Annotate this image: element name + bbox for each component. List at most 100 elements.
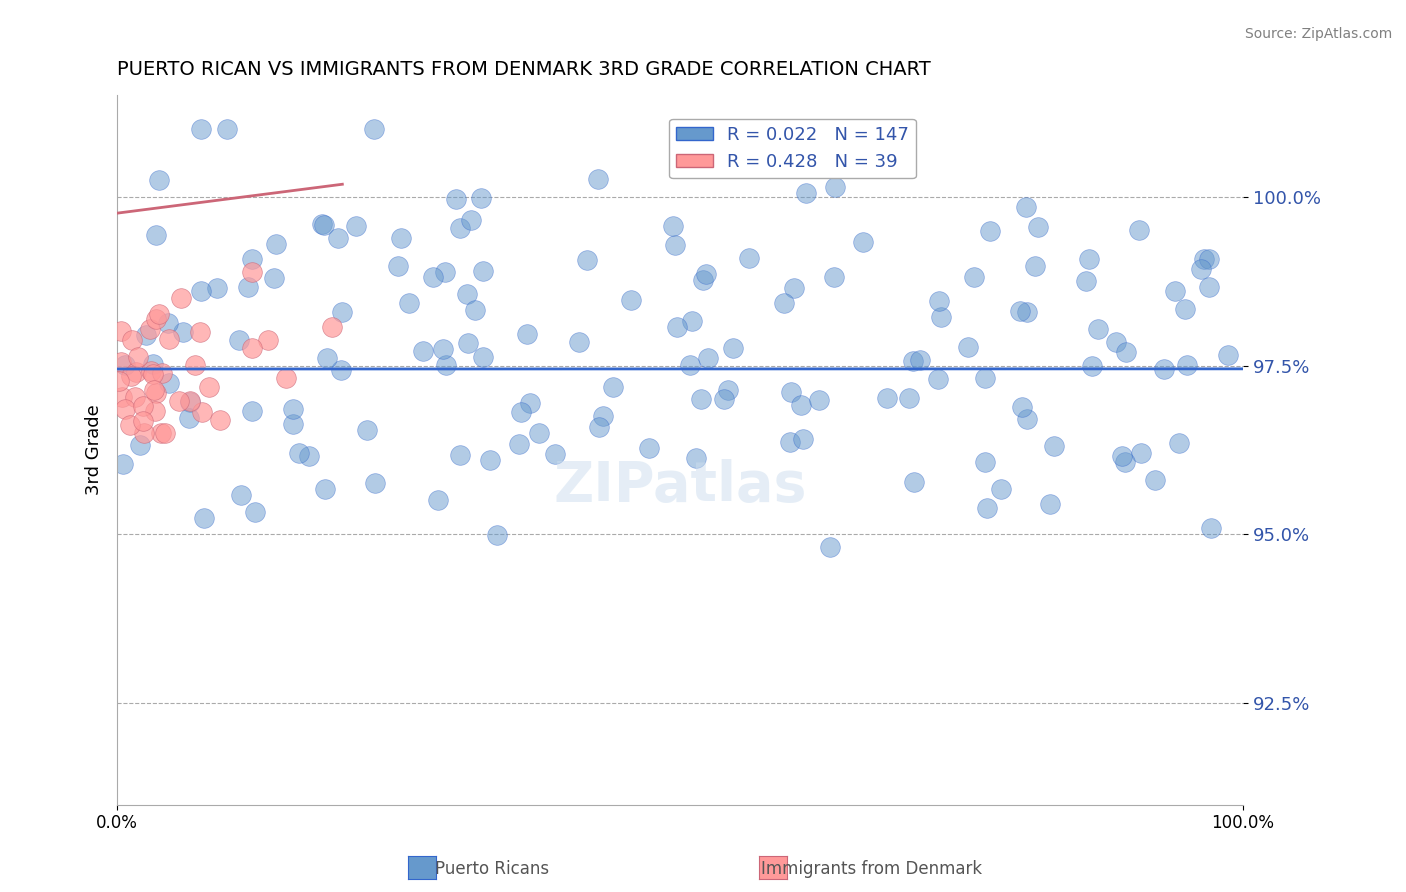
Point: [112, 457, 135, 471]
Point: [1177, 358, 1199, 372]
Point: [1111, 449, 1133, 463]
Text: Source: ZipAtlas.com: Source: ZipAtlas.com: [1244, 27, 1392, 41]
Point: [434, 358, 457, 372]
Point: [145, 386, 167, 401]
Point: [527, 425, 550, 440]
Point: [1010, 303, 1032, 318]
Point: [188, 325, 211, 339]
Point: [364, 475, 387, 490]
Point: [779, 434, 801, 449]
Point: [979, 224, 1001, 238]
Y-axis label: 3rd Grade: 3rd Grade: [86, 405, 103, 495]
Point: [316, 351, 339, 365]
Point: [449, 448, 471, 462]
Point: [157, 316, 180, 330]
Point: [509, 405, 531, 419]
Point: [398, 296, 420, 310]
Point: [792, 433, 814, 447]
Point: [576, 252, 599, 267]
Point: [157, 333, 180, 347]
Point: [179, 395, 201, 409]
Point: [298, 449, 321, 463]
Point: [695, 267, 717, 281]
Point: [1153, 362, 1175, 376]
Point: [190, 285, 212, 299]
Point: [135, 328, 157, 343]
Point: [1039, 497, 1062, 511]
Point: [240, 404, 263, 418]
Point: [326, 230, 349, 244]
Point: [956, 340, 979, 354]
Point: [132, 414, 155, 428]
Point: [150, 366, 173, 380]
Point: [387, 259, 409, 273]
Point: [177, 411, 200, 425]
Point: [110, 324, 132, 338]
Point: [620, 293, 643, 307]
Text: PUERTO RICAN VS IMMIGRANTS FROM DENMARK 3RD GRADE CORRELATION CHART: PUERTO RICAN VS IMMIGRANTS FROM DENMARK …: [117, 60, 931, 78]
Point: [191, 405, 214, 419]
Point: [780, 384, 803, 399]
Point: [149, 426, 172, 441]
Point: [1164, 284, 1187, 298]
Point: [229, 488, 252, 502]
Text: Immigrants from Denmark: Immigrants from Denmark: [761, 860, 983, 878]
Point: [1114, 455, 1136, 469]
Point: [111, 390, 134, 404]
Point: [974, 455, 997, 469]
Point: [121, 333, 143, 347]
Point: [1011, 400, 1033, 414]
Point: [242, 265, 264, 279]
Point: [329, 362, 352, 376]
Point: [142, 357, 165, 371]
Point: [1167, 436, 1189, 450]
Point: [240, 341, 263, 355]
Point: [263, 270, 285, 285]
Point: [602, 379, 624, 393]
Point: [142, 383, 165, 397]
Point: [876, 391, 898, 405]
Point: [588, 420, 610, 434]
Point: [236, 280, 259, 294]
Point: [1115, 345, 1137, 359]
Point: [897, 391, 920, 405]
Point: [508, 437, 530, 451]
Point: [790, 398, 813, 412]
Point: [114, 358, 136, 372]
Point: [1174, 301, 1197, 316]
Point: [124, 390, 146, 404]
Point: [138, 322, 160, 336]
Point: [637, 441, 659, 455]
Point: [1024, 259, 1046, 273]
Point: [321, 320, 343, 334]
Point: [281, 417, 304, 432]
Point: [1015, 412, 1038, 426]
Point: [120, 418, 142, 433]
Point: [990, 482, 1012, 496]
Point: [1198, 252, 1220, 266]
Point: [311, 217, 333, 231]
Point: [344, 219, 367, 233]
Point: [169, 393, 191, 408]
Point: [145, 227, 167, 242]
Point: [773, 295, 796, 310]
Point: [208, 413, 231, 427]
Point: [568, 335, 591, 350]
Point: [363, 122, 385, 136]
Point: [240, 252, 263, 266]
Point: [685, 451, 707, 466]
Point: [738, 251, 761, 265]
Point: [519, 396, 541, 410]
Point: [713, 392, 735, 407]
Point: [159, 376, 181, 390]
Point: [1076, 274, 1098, 288]
Point: [257, 333, 280, 347]
Point: [153, 426, 176, 441]
Point: [456, 287, 478, 301]
Point: [1129, 446, 1152, 460]
Point: [1198, 279, 1220, 293]
Point: [823, 270, 845, 285]
Point: [1081, 359, 1104, 373]
Point: [592, 409, 614, 423]
Point: [472, 263, 495, 277]
